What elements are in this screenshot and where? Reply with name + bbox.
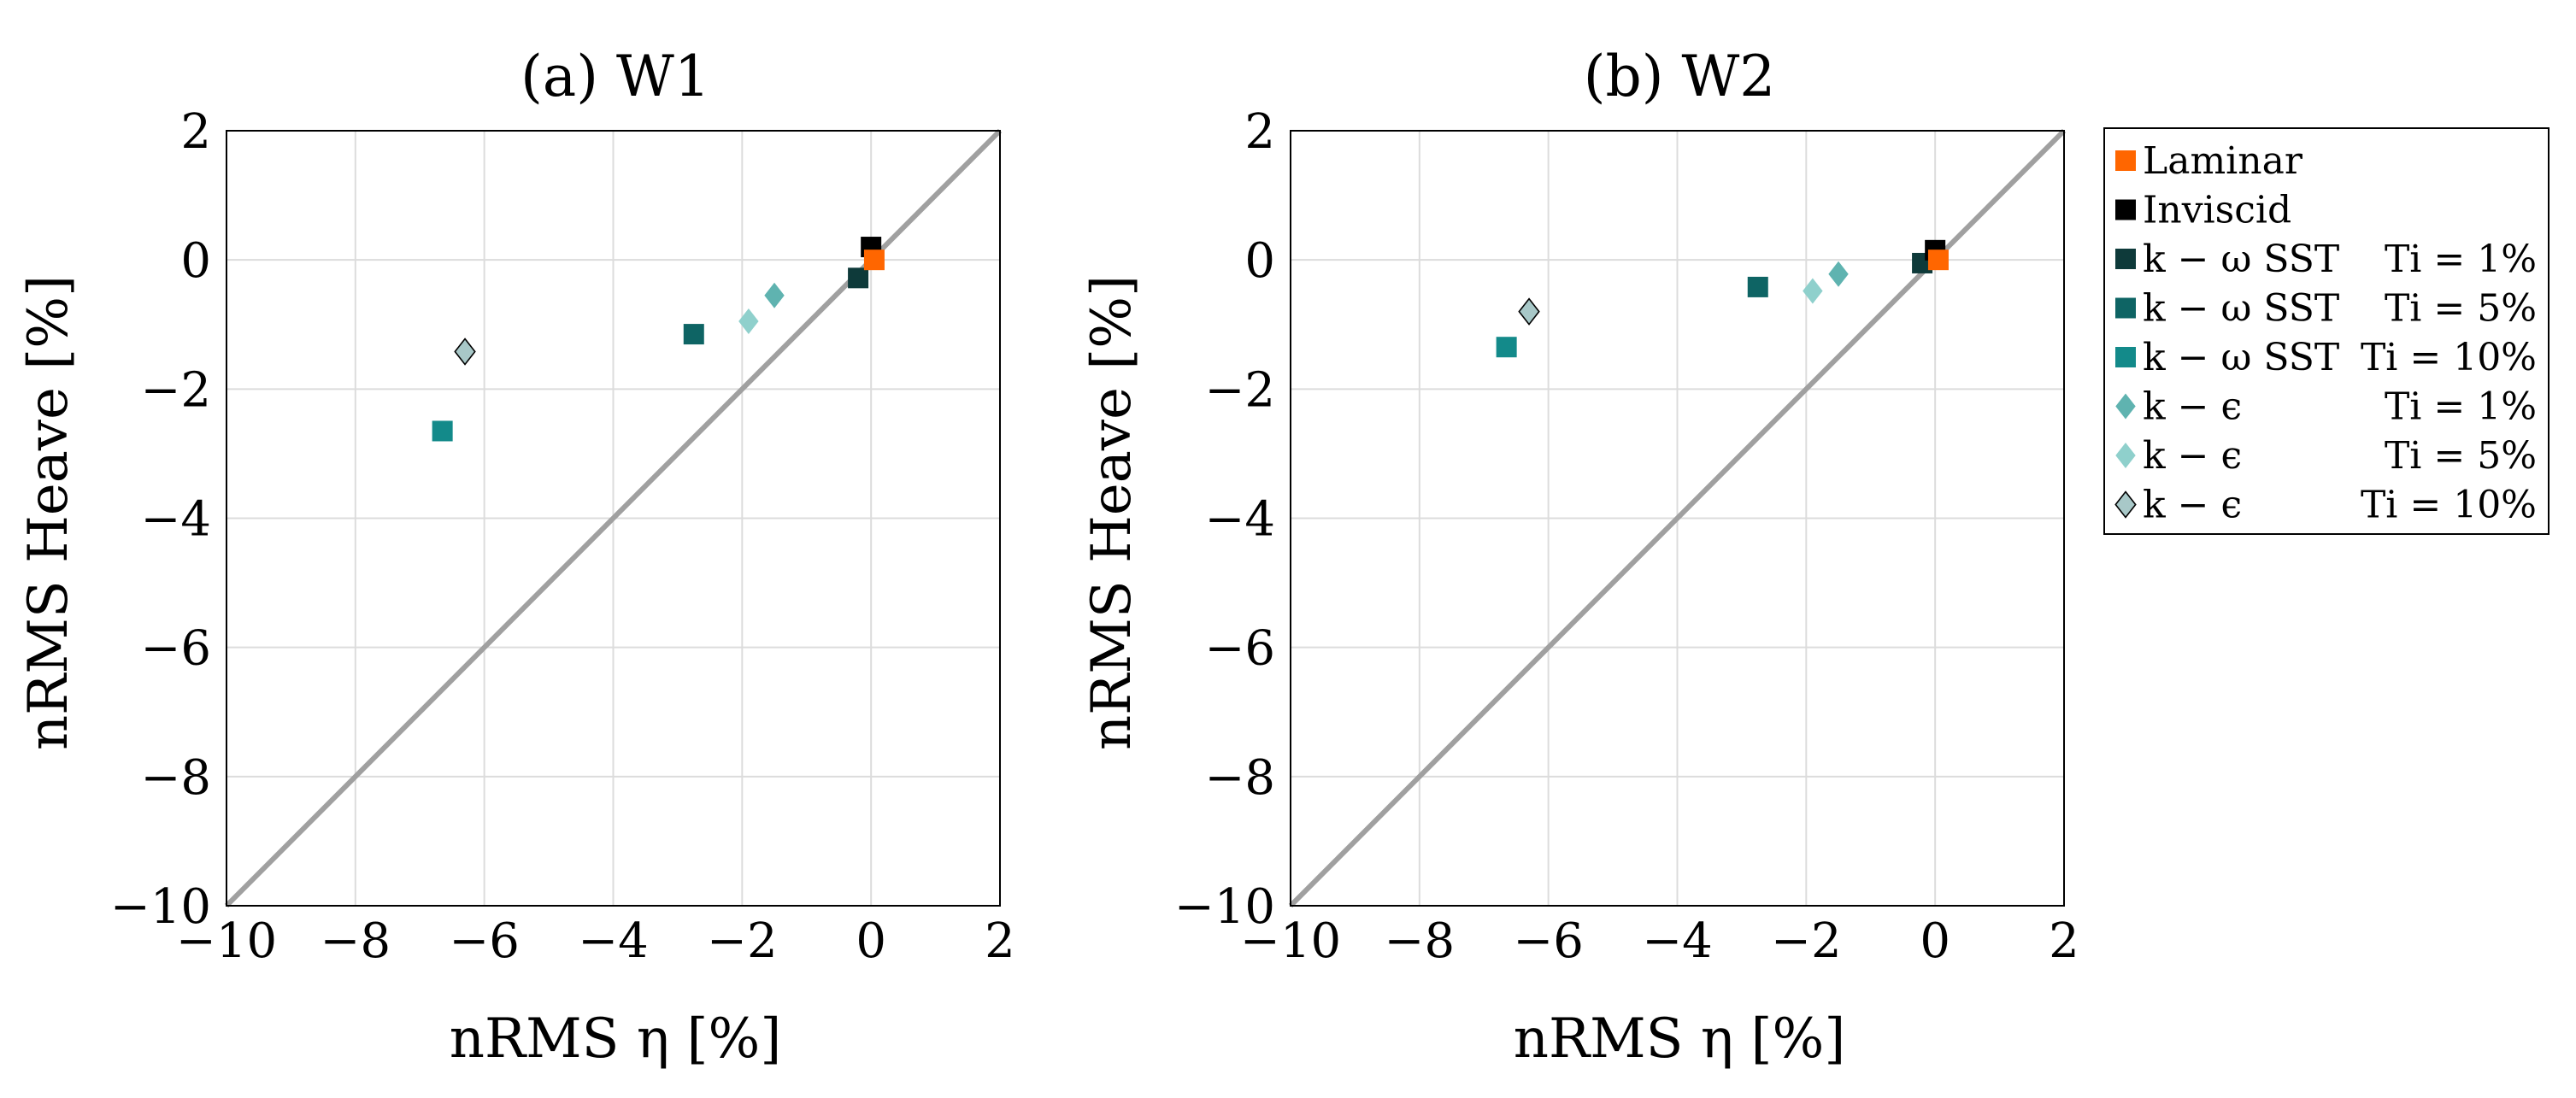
legend-entry: Inviscid	[2115, 189, 2291, 232]
x-tick-label: −10	[176, 913, 277, 969]
x-tick-label: −10	[1240, 913, 1341, 969]
legend-model: k − ϵ	[2143, 385, 2242, 429]
legend-entry: k − ϵ Ti = 1%	[2115, 385, 2537, 429]
legend-label: Laminar	[2143, 139, 2303, 183]
panel-b-y-tick-labels: −10 −8 −6 −4 −2 0 2	[1174, 104, 1275, 935]
legend-ti: Ti = 1%	[2385, 385, 2537, 429]
legend-entry: k − ω SST Ti = 1%	[2115, 238, 2537, 281]
panel-a-y-axis-label: nRMS Heave [%]	[17, 275, 80, 750]
legend-marker	[2115, 347, 2136, 367]
y-tick-label: −2	[1204, 362, 1275, 418]
legend-model: k − ω SST	[2143, 238, 2339, 281]
legend-marker	[2115, 443, 2136, 468]
marker-laminar	[1927, 250, 1949, 271]
marker-k-ti-1	[764, 282, 785, 308]
panel-a-y-tick-labels: −10 −8 −6 −4 −2 0 2	[110, 104, 211, 935]
y-tick-label: −8	[140, 750, 211, 806]
legend-ti: Ti = 5%	[2385, 434, 2537, 478]
panel-b-y-axis-label: nRMS Heave [%]	[1080, 275, 1144, 750]
x-tick-label: −2	[707, 913, 778, 969]
x-tick-label: 0	[856, 913, 886, 969]
x-tick-label: −8	[1385, 913, 1456, 969]
panel-a-frame	[226, 130, 1001, 907]
panel-b-frame	[1290, 130, 2065, 907]
legend-ti: Ti = 1%	[2385, 238, 2537, 281]
x-tick-label: 2	[985, 913, 1015, 969]
panel-b-x-axis-label: nRMS η [%]	[1514, 1007, 1846, 1071]
legend-label: Inviscid	[2143, 189, 2291, 232]
legend-model: k − ϵ	[2143, 484, 2242, 527]
legend-marker	[2115, 249, 2136, 269]
legend-ti: Ti = 10%	[2361, 484, 2537, 527]
x-tick-label: −6	[1513, 913, 1584, 969]
panel-a-x-axis-label: nRMS η [%]	[450, 1007, 782, 1071]
y-tick-label: −2	[140, 362, 211, 418]
marker-k-ti-10	[454, 338, 476, 366]
panel-b-markers	[1496, 239, 1949, 358]
y-tick-label: −4	[140, 492, 211, 548]
marker-k-sst-ti-5	[1747, 276, 1768, 297]
x-tick-label: −8	[321, 913, 391, 969]
panel-b-x-tick-labels: −10 −8 −6 −4 −2 0 2	[1240, 913, 2079, 969]
legend-model: k − ω SST	[2143, 287, 2339, 331]
x-tick-label: −4	[1642, 913, 1713, 969]
marker-k-ti-5	[738, 308, 759, 334]
x-tick-label: 2	[2049, 913, 2079, 969]
y-tick-label: 2	[180, 104, 211, 160]
marker-k-ti-10	[1518, 297, 1540, 326]
x-tick-label: 0	[1920, 913, 1950, 969]
legend-entry: k − ω SST Ti = 5%	[2115, 287, 2537, 331]
marker-laminar	[863, 250, 885, 271]
y-tick-label: −4	[1204, 492, 1275, 548]
panel-b-title: (b) W2	[1584, 44, 1776, 109]
y-tick-label: 2	[1244, 104, 1275, 160]
marker-k-sst-ti-1	[848, 267, 869, 289]
panel-a-title: (a) W1	[520, 44, 710, 109]
panel-a-markers	[432, 237, 885, 442]
x-tick-label: −6	[449, 913, 520, 969]
y-tick-label: −10	[1174, 879, 1275, 935]
x-tick-label: −4	[578, 913, 649, 969]
marker-k-sst-ti-5	[683, 324, 704, 345]
panel-a-w1: (a) W1 −10 −8 −6 −4 −2 0 2 −10 −8 −6 −4 −2 0 2 nRMS …	[17, 44, 1015, 1071]
y-tick-label: 0	[1244, 233, 1275, 289]
legend-ti: Ti = 5%	[2385, 287, 2537, 331]
legend-entry: Laminar	[2115, 139, 2303, 183]
legend-marker	[2115, 199, 2136, 220]
legend-entry: k − ϵ Ti = 5%	[2115, 434, 2537, 478]
panel-b-w2: (b) W2 −10 −8 −6 −4 −2 0 2 −10 −8 −6 −4 −2 0 2 nRMS …	[1080, 44, 2079, 1071]
legend-box	[2103, 127, 2550, 535]
marker-k-ti-1	[1828, 261, 1849, 287]
y-tick-label: 0	[180, 233, 211, 289]
y-tick-label: −8	[1204, 750, 1275, 806]
y-tick-label: −6	[1204, 621, 1275, 677]
legend-marker	[2115, 150, 2136, 171]
legend-marker	[2115, 393, 2136, 420]
y-tick-label: −10	[110, 879, 211, 935]
legend-marker	[2115, 297, 2136, 319]
legend-model: k − ϵ	[2143, 434, 2242, 478]
legend-entry: k − ϵ Ti = 10%	[2114, 484, 2537, 527]
x-tick-label: −2	[1771, 913, 1842, 969]
marker-k-ti-5	[1803, 278, 1823, 304]
legend-model: k − ω SST	[2143, 336, 2339, 379]
marker-k-sst-ti-10	[1496, 337, 1517, 358]
legend-entry: k − ω SST Ti = 10%	[2115, 336, 2537, 379]
legend-marker	[2114, 490, 2137, 519]
y-tick-label: −6	[140, 621, 211, 677]
marker-k-sst-ti-10	[432, 420, 453, 442]
panel-a-x-tick-labels: −10 −8 −6 −4 −2 0 2	[176, 913, 1015, 969]
legend-ti: Ti = 10%	[2361, 336, 2537, 379]
